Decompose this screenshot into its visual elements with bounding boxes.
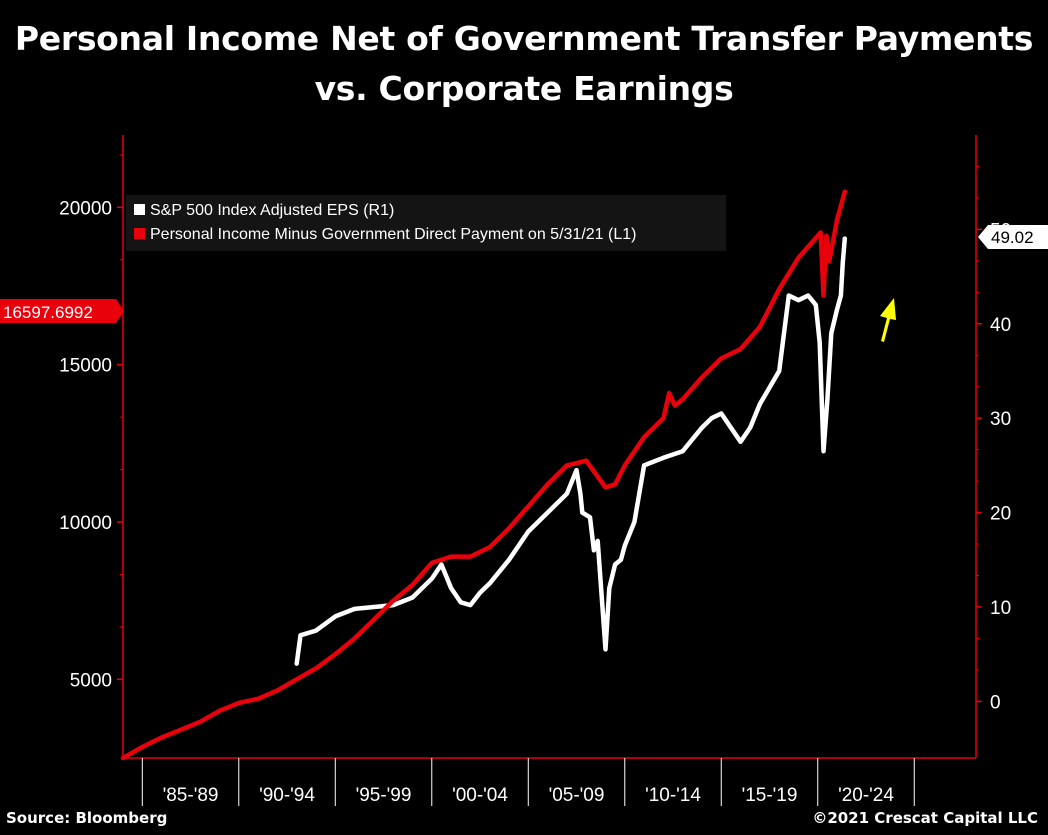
source-note: Source: Bloomberg [6,809,168,827]
series-layer [120,189,848,761]
income-tag-shape [0,299,124,323]
right-axis-tick-label: 10 [990,598,1011,619]
right-axis-ticks: 01020304050 [976,165,1011,713]
left-axis-tick-label: 20000 [59,198,112,219]
left-axis-tick-label: 5000 [70,670,112,691]
right-axis-tick-label: 20 [990,504,1011,525]
x-axis-tick-label: '95-'99 [356,785,412,806]
legend-label-eps: S&P 500 Index Adjusted EPS (R1) [150,202,394,219]
up-arrow-icon [880,298,896,342]
title-line-2: vs. Corporate Earnings [314,69,734,108]
x-axis-tick-label: '85-'89 [163,785,219,806]
eps-last-value: 49.02 [991,228,1034,247]
income-last-value-tag: 16597.6992 [0,299,124,323]
right-axis-tick-label: 40 [990,315,1011,336]
x-axis-tick-label: '10-'14 [645,785,701,806]
legend-swatch-income [134,228,145,239]
eps-series-line [294,236,848,666]
eps-last-value-tag: 49.02 [978,225,1048,249]
x-axis-tick-label: '15-'19 [742,785,798,806]
x-axis-tick-label: '00-'04 [452,785,508,806]
x-axis-tick-label: '90-'94 [259,785,315,806]
chart-title: Personal Income Net of Government Transf… [0,14,1048,114]
legend-swatch-eps [134,204,145,215]
legend-label-income: Personal Income Minus Government Direct … [150,226,636,243]
right-axis-tick-label: 0 [990,692,1001,713]
title-line-1: Personal Income Net of Government Transf… [14,19,1034,58]
income-last-value: 16597.6992 [3,303,93,322]
right-axis-tick-label: 30 [990,409,1011,430]
income-series-line [120,189,848,761]
x-axis-tick-label: '20-'24 [838,785,894,806]
eps-tag-shape [978,225,1048,249]
x-axis-ticks: '85-'89 '90-'94 '95-'99 '00-'04 '05-'09 '10-'… [141,758,915,806]
left-axis-tick-label: 15000 [59,356,112,377]
legend-background [126,195,726,251]
copyright-note: ©2021 Crescat Capital LLC [812,809,1038,827]
x-axis-tick-label: '05-'09 [549,785,605,806]
legend: S&P 500 Index Adjusted EPS (R1) Personal… [126,195,726,251]
left-axis-ticks: 5000 10000 15000 20000 [59,154,123,691]
left-axis-tick-label: 10000 [59,513,112,534]
